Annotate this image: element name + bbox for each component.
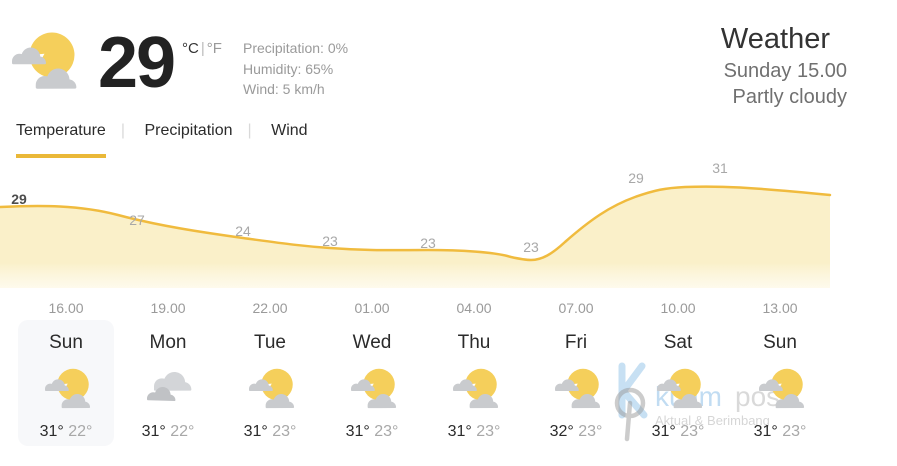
svg-text:23: 23 [322,233,338,249]
svg-text:23: 23 [523,239,539,255]
svg-text:27: 27 [129,212,145,228]
svg-text:31: 31 [712,160,728,176]
svg-text:23: 23 [420,235,436,251]
svg-text:29: 29 [628,170,644,186]
svg-text:29: 29 [11,191,27,207]
svg-text:24: 24 [235,223,251,239]
